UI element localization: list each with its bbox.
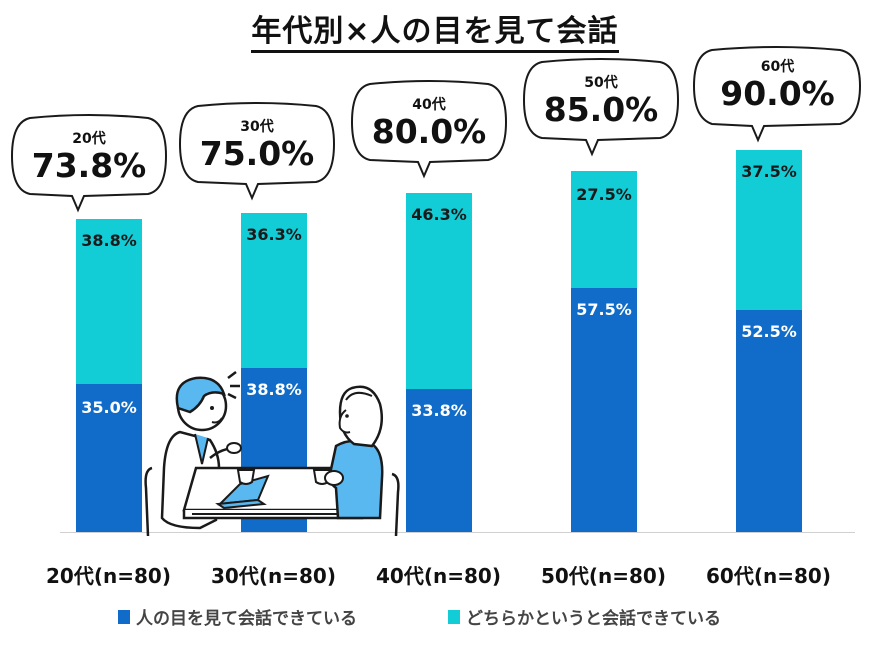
segment-somewhat: 36.3%: [241, 213, 307, 368]
chart-title: 年代別×人の目を見て会話: [0, 6, 870, 53]
x-label-30s: 30代(n=80): [211, 564, 336, 588]
legend-swatch-cyan-icon: [448, 609, 460, 624]
bar-40s: 46.3% 33.8%: [406, 193, 472, 532]
x-axis-line: [60, 532, 855, 533]
segment-eye-contact: 33.8%: [406, 389, 472, 532]
total-bubble-60s: 60代 90.0%: [690, 46, 862, 143]
total-bubble-30s: 30代 75.0%: [176, 102, 338, 201]
segment-eye-contact: 35.0%: [76, 384, 142, 532]
legend-item-somewhat: どちらかというと会話できている: [448, 604, 721, 629]
bar-20s: 38.8% 35.0%: [76, 219, 142, 532]
bar-60s: 37.5% 52.5%: [736, 150, 802, 532]
segment-eye-contact: 57.5%: [571, 288, 637, 532]
segment-somewhat: 27.5%: [571, 171, 637, 288]
legend-swatch-blue-icon: [118, 609, 130, 624]
segment-eye-contact: 52.5%: [736, 310, 802, 532]
segment-somewhat: 38.8%: [76, 219, 142, 384]
total-bubble-40s: 40代 80.0%: [348, 80, 510, 179]
x-label-60s: 60代(n=80): [706, 564, 831, 588]
bar-50s: 27.5% 57.5%: [571, 171, 637, 532]
conversation-illustration: [140, 368, 405, 540]
legend-item-eye-contact: 人の目を見て会話できている: [118, 604, 357, 629]
x-label-50s: 50代(n=80): [541, 564, 666, 588]
segment-somewhat: 46.3%: [406, 193, 472, 389]
chart-legend: 人の目を見て会話できている どちらかというと会話できている: [0, 604, 870, 632]
total-bubble-20s: 20代 73.8%: [8, 114, 170, 213]
segment-somewhat: 37.5%: [736, 150, 802, 310]
total-bubble-50s: 50代 85.0%: [520, 58, 682, 157]
x-label-20s: 20代(n=80): [46, 564, 171, 588]
x-label-40s: 40代(n=80): [376, 564, 501, 588]
meeting-people-icon: [144, 371, 400, 537]
